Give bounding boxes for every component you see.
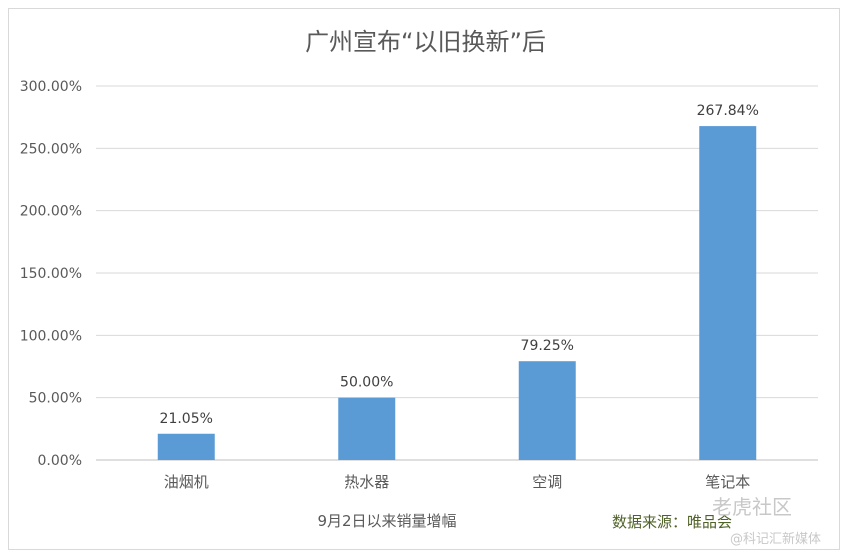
- watermark-handle: @科记汇新媒体: [730, 532, 822, 547]
- y-tick-label: 300.00%: [20, 79, 82, 95]
- chart-title: 广州宣布“以旧换新”后: [305, 28, 546, 56]
- y-tick-label: 50.00%: [29, 391, 82, 407]
- y-tick-label: 150.00%: [20, 266, 82, 282]
- x-axis-label: 9月2日以来销量增幅: [317, 512, 456, 530]
- data-label: 267.84%: [697, 103, 759, 119]
- bar: [699, 126, 757, 460]
- y-tick-label: 200.00%: [20, 204, 82, 220]
- y-tick-label: 250.00%: [20, 141, 82, 157]
- bar: [338, 397, 396, 460]
- x-tick-label: 热水器: [344, 473, 389, 491]
- bar: [518, 361, 576, 460]
- x-tick-label: 空调: [532, 473, 562, 491]
- y-tick-label: 100.00%: [20, 328, 82, 344]
- y-tick-label: 0.00%: [38, 453, 82, 469]
- x-tick-label: 笔记本: [705, 473, 750, 491]
- data-source-note: 数据来源：唯品会: [612, 513, 733, 531]
- bars: [157, 126, 757, 460]
- x-tick-label: 油烟机: [164, 473, 209, 491]
- y-axis-tick-labels: 0.00% 50.00% 100.00% 150.00% 200.00% 250.00% 3…: [20, 79, 82, 469]
- x-axis-tick-labels: 油烟机 热水器 空调 笔记本: [164, 473, 751, 491]
- data-labels: 21.05% 50.00% 79.25% 267.84%: [160, 103, 759, 427]
- data-label: 50.00%: [340, 375, 393, 391]
- grid-lines: [96, 85, 818, 461]
- watermark-logo-text: 老虎社区: [712, 495, 792, 519]
- data-label: 21.05%: [160, 411, 213, 427]
- data-label: 79.25%: [521, 338, 574, 354]
- bar: [157, 433, 215, 460]
